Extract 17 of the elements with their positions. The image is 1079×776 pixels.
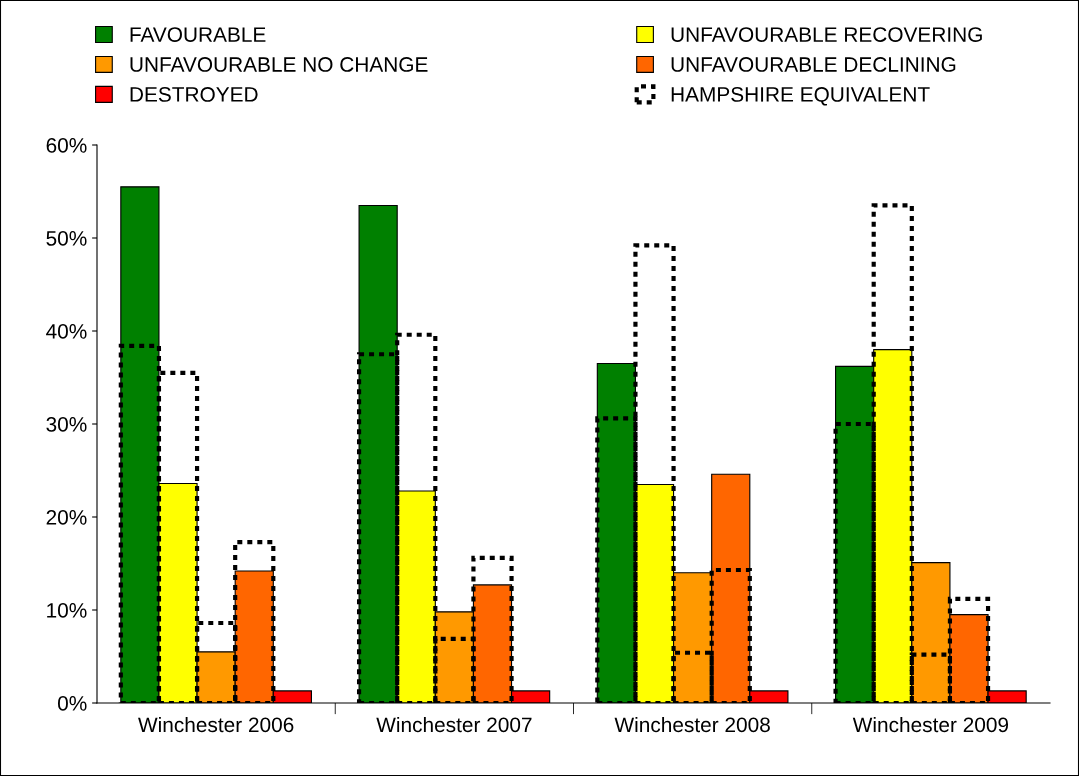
- x-tick-label: Winchester 2007: [376, 716, 532, 733]
- y-tick-label: 0%: [57, 696, 87, 711]
- x-tick-label: Winchester 2008: [614, 716, 770, 733]
- y-tick-label: 10%: [47, 603, 87, 618]
- legend-label: UNFAVOURABLE DECLINING: [671, 57, 956, 72]
- y-tick-label: 50%: [46, 231, 87, 246]
- legend-label: DESTROYED: [130, 87, 258, 102]
- y-tick-label: 20%: [46, 510, 87, 525]
- legend-label: FAVOURABLE: [130, 27, 266, 42]
- y-tick-label: 30%: [46, 417, 87, 432]
- y-tick-label: 40%: [46, 324, 87, 339]
- legend-label: HAMPSHIRE EQUIVALENT: [671, 87, 930, 106]
- x-tick-label: Winchester 2006: [138, 716, 294, 733]
- legend-label: UNFAVOURABLE RECOVERING: [671, 27, 982, 42]
- y-tick-label: 60%: [46, 138, 87, 153]
- legend-label: UNFAVOURABLE NO CHANGE: [130, 57, 428, 72]
- x-tick-label: Winchester 2009: [852, 716, 1009, 733]
